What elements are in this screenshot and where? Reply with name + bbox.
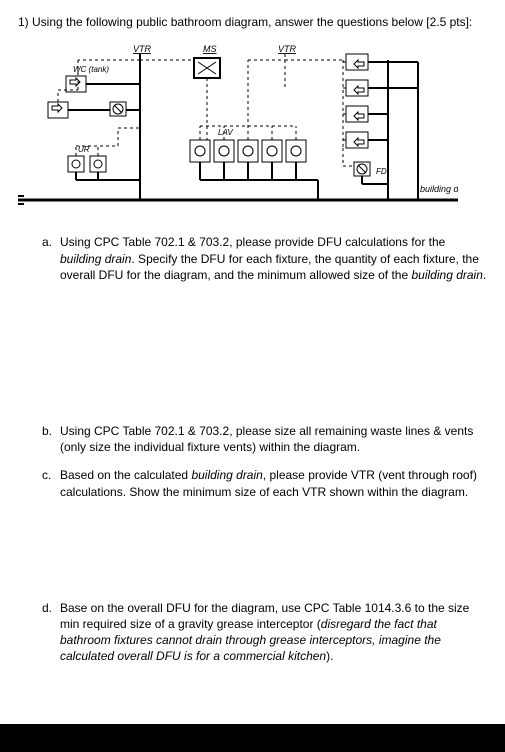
subq-letter: c. bbox=[42, 467, 60, 499]
question-prompt: Using the following public bathroom diag… bbox=[32, 15, 472, 29]
subq-text: Based on the calculated building drain, … bbox=[60, 467, 487, 499]
subquestion-c: c. Based on the calculated building drai… bbox=[42, 467, 487, 499]
plumbing-diagram: building drain VTR WC (tank) MS bbox=[18, 40, 458, 210]
lav-group bbox=[190, 140, 306, 162]
vtr-right-label: VTR bbox=[278, 44, 297, 54]
question-header: 1) Using the following public bathroom d… bbox=[18, 14, 487, 30]
subq-text: Using CPC Table 702.1 & 703.2, please si… bbox=[60, 423, 487, 455]
subq-letter: b. bbox=[42, 423, 60, 455]
subq-text: Using CPC Table 702.1 & 703.2, please pr… bbox=[60, 234, 487, 283]
subquestion-a: a. Using CPC Table 702.1 & 703.2, please… bbox=[42, 234, 487, 283]
fd-label: FD bbox=[376, 167, 387, 176]
answer-space-a bbox=[18, 283, 487, 413]
bottom-bar bbox=[0, 724, 505, 752]
lav-label: LAV bbox=[218, 128, 233, 137]
answer-space-c bbox=[18, 500, 487, 590]
subq-letter: a. bbox=[42, 234, 60, 283]
vtr-left-label: VTR bbox=[133, 44, 152, 54]
subquestion-d: d. Base on the overall DFU for the diagr… bbox=[42, 600, 487, 665]
subquestion-b: b. Using CPC Table 702.1 & 703.2, please… bbox=[42, 423, 487, 455]
question-number: 1) bbox=[18, 15, 29, 29]
wc-tank-label: WC (tank) bbox=[73, 65, 109, 74]
subq-letter: d. bbox=[42, 600, 60, 665]
subq-text: Base on the overall DFU for the diagram,… bbox=[60, 600, 487, 665]
right-wc-group bbox=[346, 54, 368, 148]
ms-label: MS bbox=[203, 44, 217, 54]
building-drain-label: building drain bbox=[420, 184, 458, 194]
question-page: 1) Using the following public bathroom d… bbox=[0, 0, 505, 724]
